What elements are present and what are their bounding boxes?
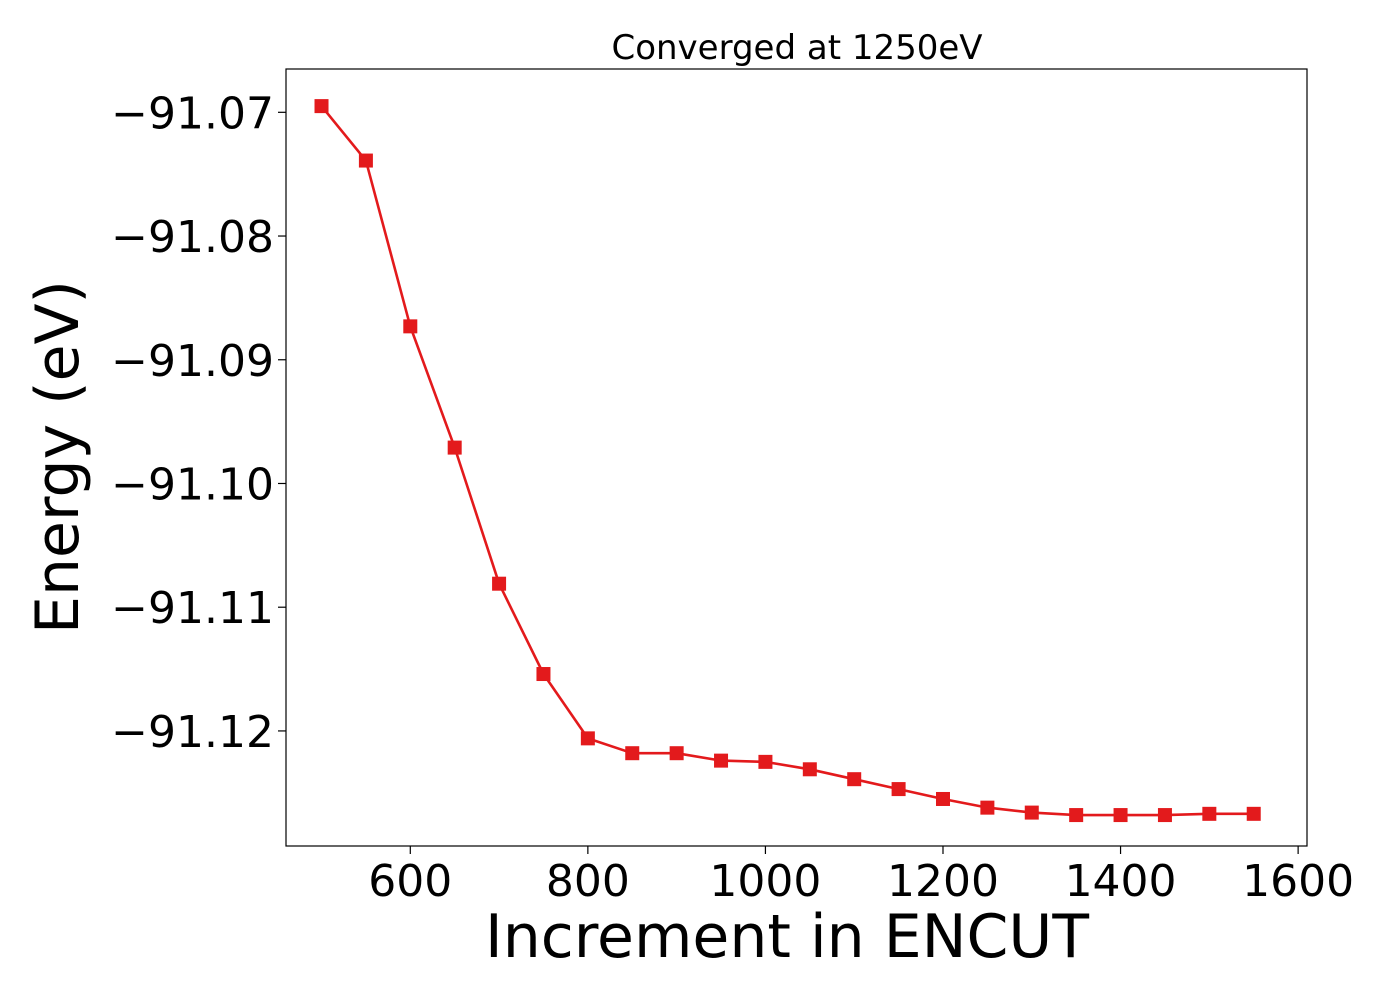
x-tick-label: 1000 <box>709 856 821 907</box>
x-tick-label: 1600 <box>1242 856 1354 907</box>
data-point-marker <box>1113 808 1128 823</box>
data-point-marker <box>403 319 418 334</box>
data-point-marker <box>935 791 950 806</box>
x-tick-label: 800 <box>546 856 630 907</box>
plot-area: 600 800 1000 1200 1400 1600 −91.07 −91.08 −91.09… <box>111 68 1354 907</box>
data-point-marker <box>358 153 373 168</box>
data-point-marker <box>1024 805 1039 820</box>
data-point-marker <box>758 754 773 769</box>
y-tick-label: −91.08 <box>111 212 274 263</box>
y-tick-label: −91.07 <box>111 88 274 139</box>
x-tick-label: 1400 <box>1065 856 1177 907</box>
data-point-marker <box>847 772 862 787</box>
data-point-marker <box>536 667 551 682</box>
y-tick-label: −91.09 <box>111 336 274 387</box>
data-point-marker <box>669 746 684 761</box>
y-tick-label: −91.12 <box>111 707 274 758</box>
data-point-marker <box>891 782 906 797</box>
x-tick-label: 1200 <box>887 856 999 907</box>
data-point-marker <box>980 800 995 815</box>
y-tick-label: −91.10 <box>111 459 274 510</box>
y-axis-label: Energy (eV) <box>23 280 93 634</box>
data-point-marker <box>314 99 329 114</box>
data-point-marker <box>447 440 462 455</box>
data-point-marker <box>580 731 595 746</box>
data-point-marker <box>1069 808 1084 823</box>
y-tick-label: −91.11 <box>111 583 274 634</box>
data-point-marker <box>802 762 817 777</box>
chart-title: Converged at 1250eV <box>611 28 982 68</box>
data-point-marker <box>1157 808 1172 823</box>
data-point-marker <box>492 576 507 591</box>
data-point-marker <box>1202 806 1217 821</box>
data-point-marker <box>714 753 729 768</box>
x-tick-label: 600 <box>368 856 452 907</box>
x-axis-label: Increment in ENCUT <box>485 902 1089 972</box>
data-point-marker <box>1246 806 1261 821</box>
plot-frame <box>285 68 1308 847</box>
series-line <box>320 105 1254 817</box>
data-point-marker <box>625 746 640 761</box>
